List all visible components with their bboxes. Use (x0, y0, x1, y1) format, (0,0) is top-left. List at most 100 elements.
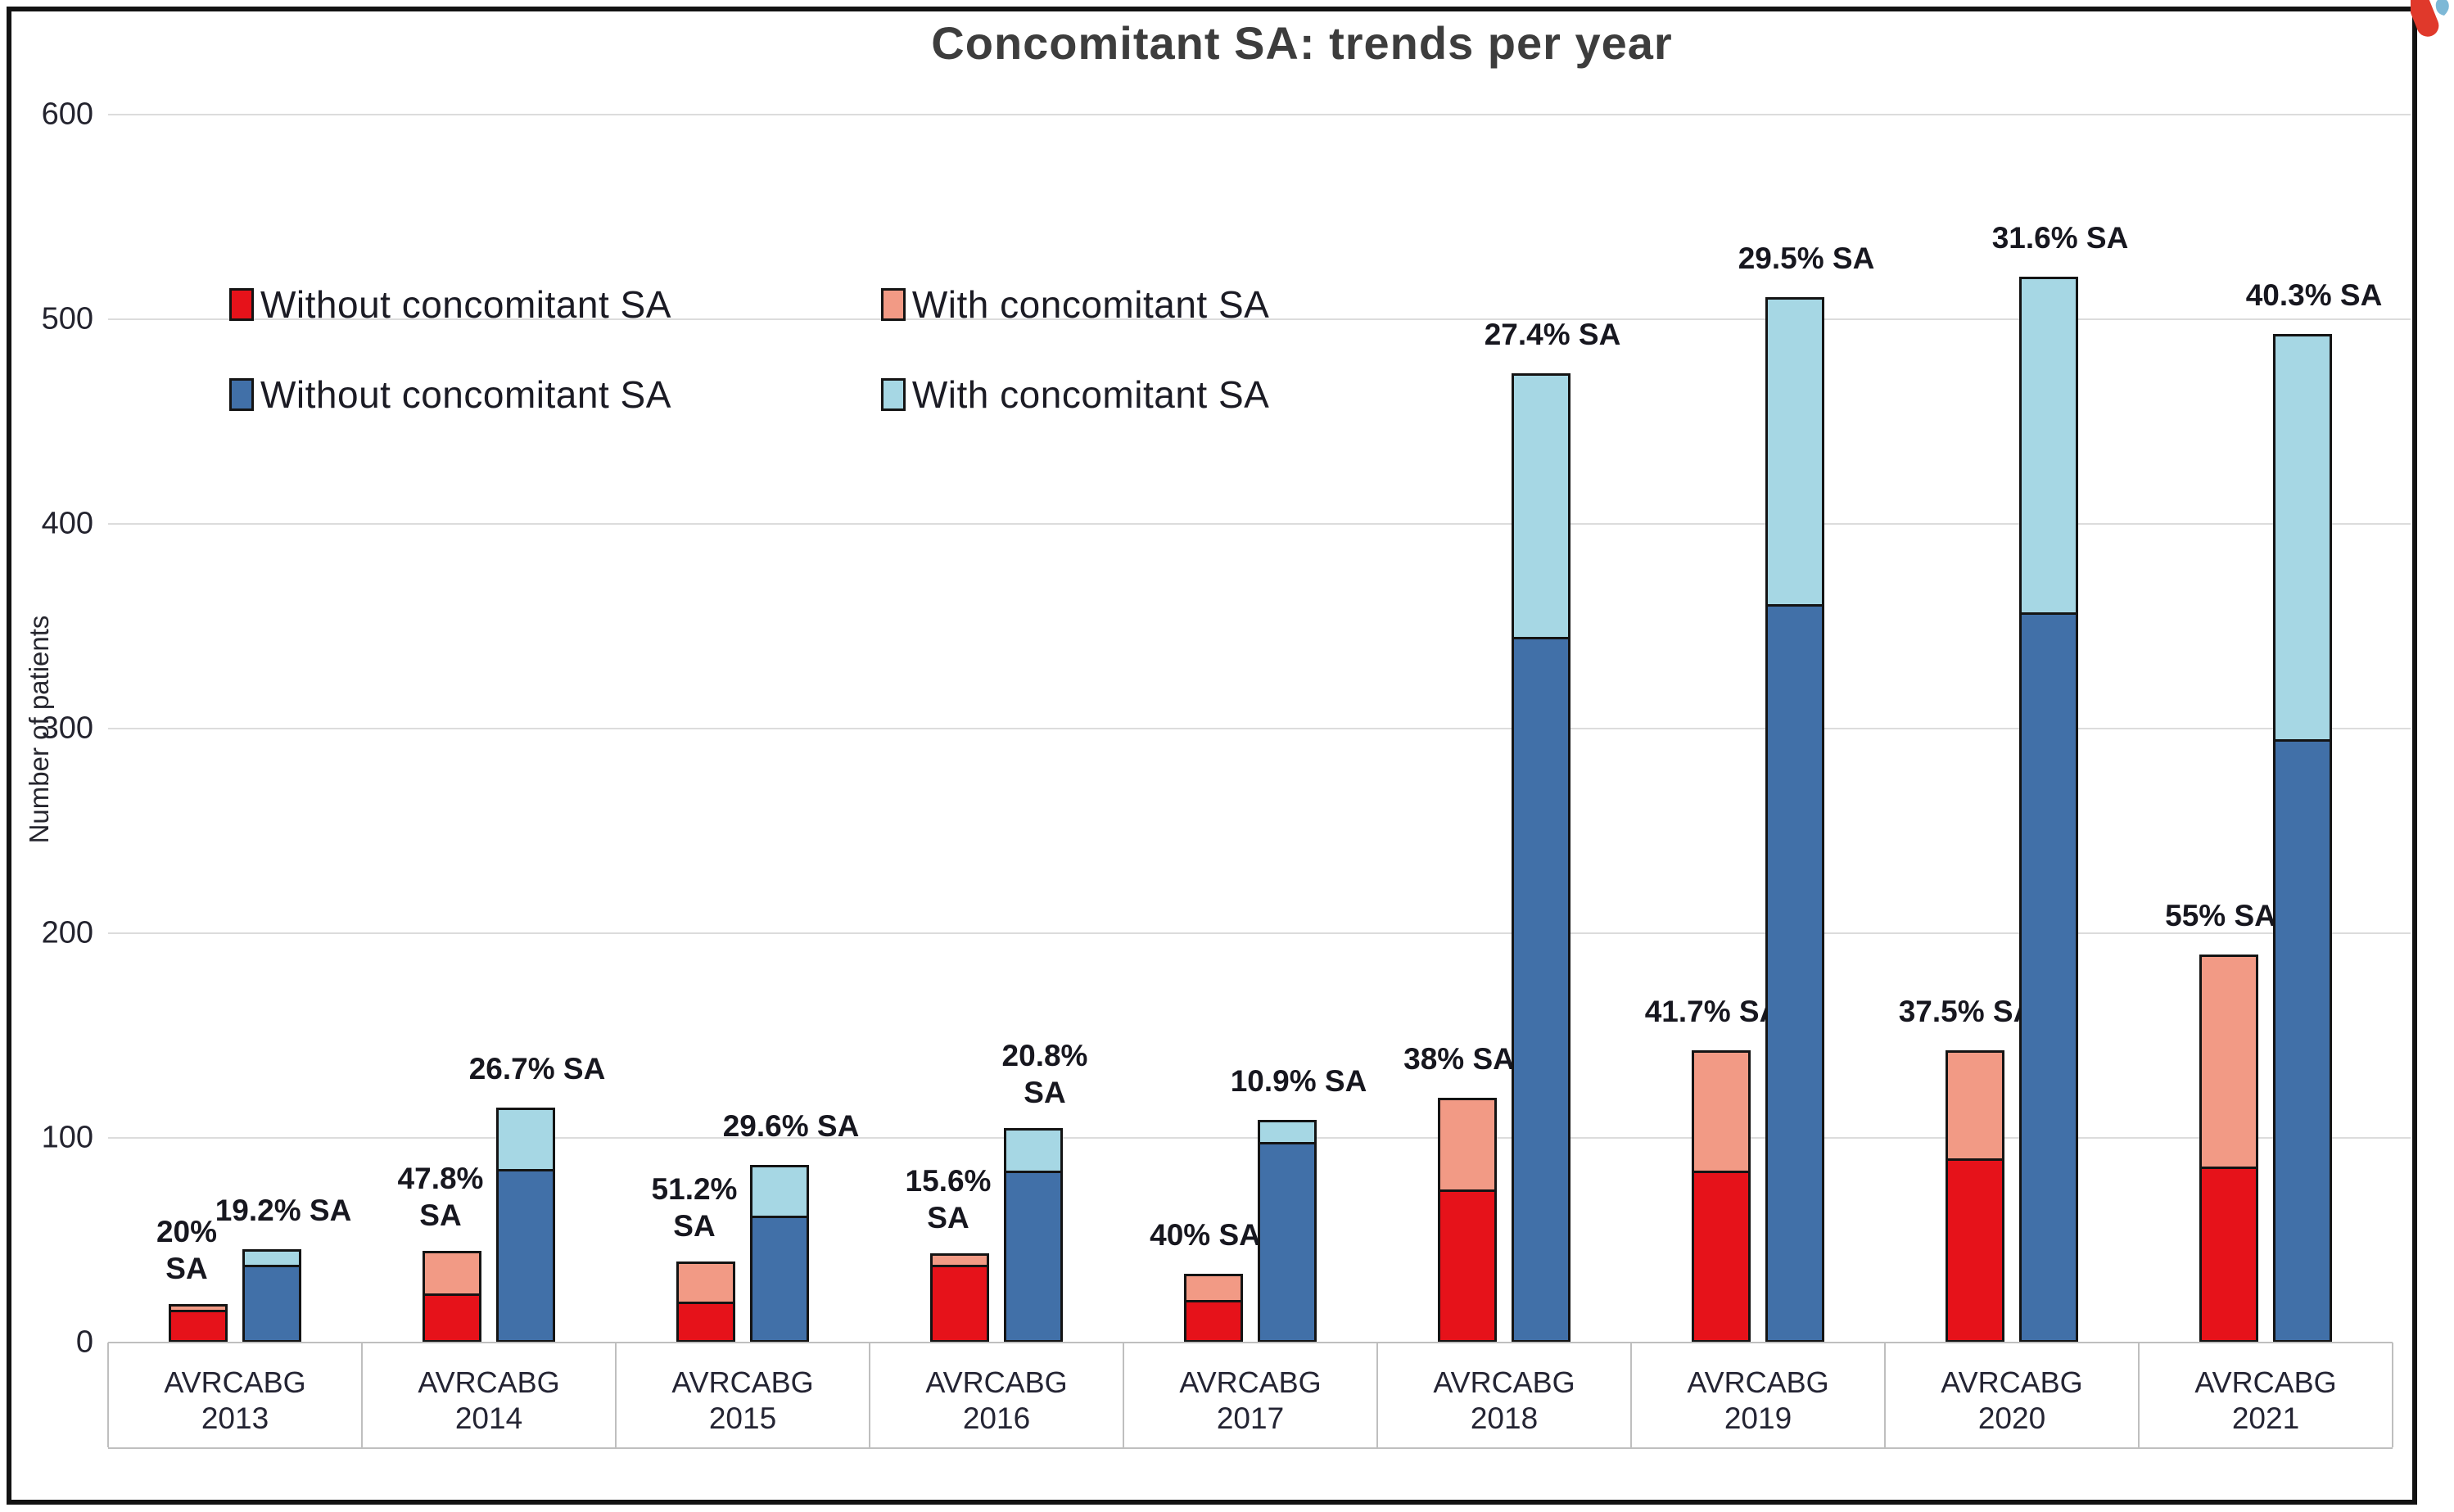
gridline-200 (108, 932, 2411, 934)
x-axis-group-divider (615, 1343, 617, 1447)
bar-segment-cabg-without-2018 (1512, 636, 1570, 1343)
bar-segment-cabg-with-2014 (496, 1108, 555, 1171)
sa-percentage-label-cabg-2018: 27.4% SA (1484, 317, 1621, 351)
chart-title: Concomitant SA: trends per year (931, 17, 1673, 69)
x-axis-procedure-label-2017: AVRCABG (1179, 1365, 1322, 1399)
x-axis-baseline (108, 1342, 2393, 1343)
bar-segment-avr-without-2014 (423, 1293, 481, 1343)
x-axis-group-divider (1630, 1343, 1632, 1447)
y-tick-label-100: 100 (41, 1120, 93, 1155)
x-axis-group-divider (1376, 1343, 1378, 1447)
x-axis-group-divider (1884, 1343, 1886, 1447)
x-axis-year-label-2018: 2018 (1470, 1401, 1539, 1435)
x-axis-group-divider (2392, 1343, 2393, 1447)
x-axis-year-label-2014: 2014 (454, 1401, 523, 1435)
sa-percentage-label-avr-2017: 40% SA (1150, 1217, 1261, 1252)
y-tick-label-500: 500 (41, 301, 93, 336)
bar-segment-cabg-with-2019 (1765, 297, 1824, 607)
x-axis-year-label-2020: 2020 (1977, 1401, 2046, 1435)
gridline-300 (108, 728, 2411, 729)
bar-segment-avr-with-2019 (1692, 1050, 1751, 1173)
legend-item-blue-without: Without concomitant SA (229, 372, 671, 417)
x-axis-year-label-2013: 2013 (201, 1401, 269, 1435)
bar-segment-avr-without-2020 (1946, 1158, 2004, 1343)
sa-percentage-label-avr-2021: 55% SA (2165, 898, 2276, 932)
legend-row-cabg: Without concomitant SA With concomitant S… (229, 372, 1269, 417)
gridline-400 (108, 523, 2411, 525)
brand-logo (2411, 0, 2449, 37)
bar-segment-cabg-without-2016 (1004, 1171, 1063, 1343)
bar-segment-cabg-without-2020 (2019, 612, 2078, 1343)
sa-percentage-label-cabg-2019: 29.5% SA (1738, 241, 1875, 275)
x-axis-procedure-label-2016: AVRCABG (925, 1365, 1068, 1399)
sa-percentage-label-avr-2015: 51.2% SA (651, 1171, 738, 1243)
bar-segment-cabg-with-2015 (750, 1165, 809, 1218)
bar-segment-cabg-with-2021 (2273, 334, 2332, 742)
logo-red-drop (2411, 0, 2439, 37)
x-axis-procedure-label-2021: AVRCABG (2194, 1365, 2337, 1399)
x-axis-year-label-2019: 2019 (1724, 1401, 1792, 1435)
bar-segment-avr-without-2013 (169, 1310, 228, 1343)
sa-percentage-label-avr-2013: 20% SA (156, 1215, 218, 1286)
sa-percentage-label-avr-2020: 37.5% SA (1898, 995, 2036, 1028)
x-axis-group-divider (2138, 1343, 2140, 1447)
bar-segment-cabg-with-2020 (2019, 277, 2078, 615)
y-tick-label-300: 300 (41, 711, 93, 746)
x-axis-group-divider (361, 1343, 363, 1447)
legend-label: Without concomitant SA (260, 373, 671, 416)
bar-segment-cabg-with-2013 (242, 1248, 301, 1267)
sa-percentage-label-cabg-2014: 26.7% SA (468, 1052, 606, 1085)
x-axis-procedure-label-2014: AVRCABG (418, 1365, 560, 1399)
bar-segment-cabg-without-2013 (242, 1265, 301, 1343)
bar-segment-cabg-with-2018 (1512, 372, 1570, 639)
x-axis-group-divider (869, 1343, 870, 1447)
y-tick-label-400: 400 (41, 506, 93, 541)
legend-row-avr: Without concomitant SA With concomitant S… (229, 282, 1269, 327)
sa-percentage-label-cabg-2013: 19.2% SA (215, 1193, 352, 1227)
bar-segment-avr-with-2015 (676, 1261, 735, 1304)
x-axis-procedure-label-2018: AVRCABG (1433, 1365, 1575, 1399)
gridline-600 (108, 114, 2411, 115)
bar-segment-avr-with-2018 (1438, 1097, 1497, 1192)
legend-item-red-without: Without concomitant SA (229, 282, 671, 327)
legend-swatch (229, 288, 254, 321)
bar-segment-avr-without-2017 (1184, 1299, 1243, 1343)
legend-item-blue-with: With concomitant SA (880, 372, 1269, 417)
logo-blue-drop (2435, 0, 2449, 16)
bar-segment-avr-without-2019 (1692, 1171, 1751, 1343)
x-axis-year-label-2017: 2017 (1216, 1401, 1285, 1435)
bar-segment-avr-with-2021 (2199, 954, 2258, 1169)
legend-item-red-with: With concomitant SA (880, 282, 1269, 327)
sa-percentage-label-avr-2019: 41.7% SA (1644, 995, 1782, 1028)
y-tick-label-200: 200 (41, 915, 93, 950)
sa-percentage-label-cabg-2015: 29.6% SA (722, 1109, 860, 1143)
legend-label: Without concomitant SA (260, 283, 671, 326)
bar-segment-cabg-without-2019 (1765, 603, 1824, 1343)
gridline-500 (108, 318, 2411, 320)
bar-segment-cabg-without-2021 (2273, 738, 2332, 1343)
bar-segment-avr-with-2017 (1184, 1273, 1243, 1302)
legend-swatch (880, 288, 906, 321)
sa-percentage-label-avr-2018: 38% SA (1403, 1041, 1515, 1076)
x-axis-group-divider (107, 1343, 109, 1447)
bar-segment-cabg-without-2015 (750, 1216, 809, 1343)
chart-frame (7, 7, 2417, 1505)
x-axis-year-label-2021: 2021 (2231, 1401, 2300, 1435)
legend-swatch (229, 378, 254, 411)
x-axis-year-label-2016: 2016 (962, 1401, 1031, 1435)
sa-percentage-label-cabg-2016: 20.8% SA (1001, 1039, 1088, 1110)
sa-percentage-label-cabg-2021: 40.3% SA (2245, 278, 2383, 312)
y-tick-label-0: 0 (75, 1325, 93, 1360)
bar-segment-avr-with-2020 (1946, 1050, 2004, 1161)
x-axis-procedure-label-2019: AVRCABG (1687, 1365, 1829, 1399)
legend-swatch (880, 378, 906, 411)
bar-segment-cabg-with-2017 (1258, 1120, 1317, 1144)
x-axis-group-divider (1123, 1343, 1124, 1447)
y-tick-label-600: 600 (41, 97, 93, 132)
sa-percentage-label-cabg-2017: 10.9% SA (1230, 1064, 1367, 1098)
x-axis-procedure-label-2015: AVRCABG (671, 1365, 814, 1399)
bar-segment-avr-without-2018 (1438, 1189, 1497, 1343)
x-axis-year-label-2015: 2015 (708, 1401, 777, 1435)
x-axis-box-bottom-line (108, 1447, 2393, 1449)
bar-segment-avr-with-2016 (930, 1252, 989, 1267)
